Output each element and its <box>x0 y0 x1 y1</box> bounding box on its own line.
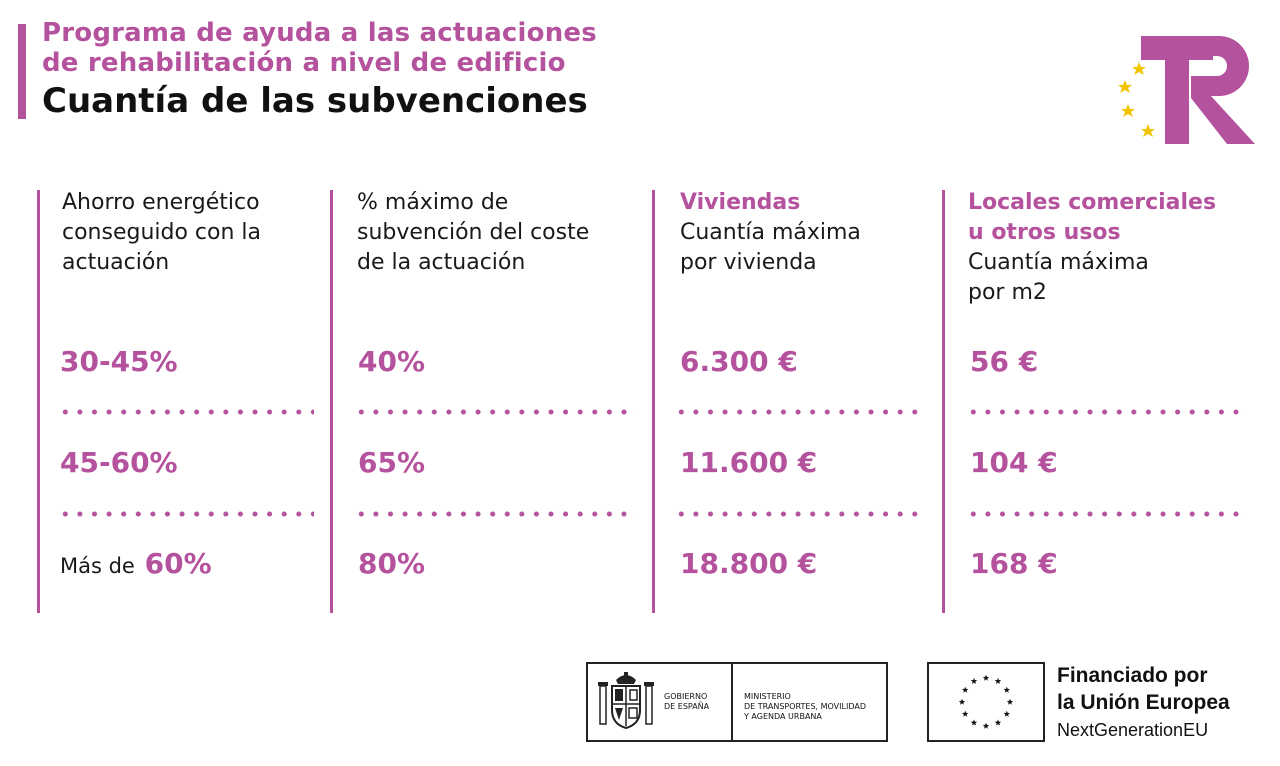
column-highlight: Viviendas <box>680 190 801 215</box>
saving-prefix: Más de <box>60 554 135 578</box>
column-heading-line: Ahorro energético <box>62 190 260 215</box>
eu-star-icon <box>1003 686 1011 693</box>
ministry-line: DE TRANSPORTES, MOVILIDAD <box>744 702 866 711</box>
star-icon <box>1121 104 1135 117</box>
eu-star-icon <box>982 674 990 681</box>
column-heading-line: por vivienda <box>680 250 817 275</box>
government-line: GOBIERNO <box>664 692 708 701</box>
saving-value: 45-60% <box>60 446 178 479</box>
header-accent-bar <box>18 24 26 119</box>
government-line: DE ESPAÑA <box>664 702 710 711</box>
eu-line3: NextGenerationEU <box>1057 720 1209 740</box>
page-title: Cuantía de las subvenciones <box>42 81 588 121</box>
column-divider <box>942 190 945 613</box>
subtitle-line1: Programa de ayuda a las actuaciones <box>42 18 597 48</box>
column-header-savings: Ahorro energético conseguido con la actu… <box>62 188 261 278</box>
percent-value: 40% <box>358 345 426 378</box>
column-divider <box>652 190 655 613</box>
eu-star-icon <box>1003 710 1011 717</box>
row-separator <box>354 409 636 415</box>
column-heading-line: por m2 <box>968 280 1047 305</box>
government-label: GOBIERNO DE ESPAÑA <box>664 692 709 712</box>
subtitle-line2: de rehabilitación a nivel de edificio <box>42 48 566 78</box>
row-separator <box>674 409 926 415</box>
saving-value: Más de 60% <box>60 547 212 583</box>
column-heading-line: % máximo de <box>357 190 509 215</box>
vivienda-value: 11.600 € <box>680 446 818 479</box>
locales-value: 104 € <box>970 446 1058 479</box>
eu-star-icon <box>961 686 969 693</box>
header: Programa de ayuda a las actuaciones de r… <box>42 18 597 122</box>
ministry-line: MINISTERIO <box>744 692 791 701</box>
star-icon <box>1118 80 1132 93</box>
vivienda-value: 18.800 € <box>680 547 818 580</box>
column-divider <box>330 190 333 613</box>
percent-value: 80% <box>358 547 426 580</box>
vivienda-value: 6.300 € <box>680 345 798 378</box>
row-separator <box>966 511 1248 517</box>
row-separator <box>58 511 314 517</box>
row-separator <box>966 409 1248 415</box>
locales-value: 56 € <box>970 345 1039 378</box>
column-heading-line: Cuantía máxima <box>968 250 1149 275</box>
column-divider <box>37 190 40 613</box>
eu-flag-box <box>927 662 1045 742</box>
star-icon <box>1141 124 1155 137</box>
column-header-percent: % máximo de subvención del coste de la a… <box>357 188 589 278</box>
eu-star-icon <box>958 698 966 705</box>
column-heading-line: de la actuación <box>357 250 526 275</box>
eu-star-icon <box>994 719 1002 726</box>
government-divider <box>731 664 733 740</box>
column-heading-line: Cuantía máxima <box>680 220 861 245</box>
eu-stars-icon <box>958 674 1014 729</box>
star-icon <box>1132 62 1146 75</box>
column-heading-line: subvención del coste <box>357 220 590 245</box>
row-separator <box>674 511 926 517</box>
row-separator <box>354 511 636 517</box>
column-header-locales: Locales comerciales u otros usos Cuantía… <box>968 188 1216 308</box>
column-header-viviendas: Viviendas Cuantía máxima por vivienda <box>680 188 861 278</box>
column-heading-line: conseguido con la <box>62 220 262 245</box>
locales-value: 168 € <box>970 547 1058 580</box>
tr-logo-icon <box>1118 36 1255 144</box>
eu-star-icon <box>982 722 990 729</box>
eu-star-icon <box>970 677 978 684</box>
eu-funding-text: Financiado por la Unión Europea NextGene… <box>1057 662 1230 744</box>
column-highlight: Locales comerciales <box>968 190 1217 215</box>
government-logo-box: GOBIERNO DE ESPAÑA MINISTERIO DE TRANSPO… <box>586 662 888 742</box>
row-separator <box>58 409 314 415</box>
eu-star-icon <box>1006 698 1014 705</box>
coat-of-arms-icon <box>598 672 654 730</box>
eu-star-icon <box>994 677 1002 684</box>
eu-line1: Financiado por <box>1057 664 1208 687</box>
column-heading-line: actuación <box>62 250 170 275</box>
percent-value: 65% <box>358 446 426 479</box>
eu-star-icon <box>961 710 969 717</box>
column-highlight: u otros usos <box>968 220 1121 245</box>
ministry-line: Y AGENDA URBANA <box>744 712 822 721</box>
eu-star-icon <box>970 719 978 726</box>
ministry-label: MINISTERIO DE TRANSPORTES, MOVILIDAD Y A… <box>744 692 866 722</box>
saving-number: 60% <box>144 547 212 580</box>
eu-line2: la Unión Europea <box>1057 691 1230 714</box>
saving-value: 30-45% <box>60 345 178 378</box>
